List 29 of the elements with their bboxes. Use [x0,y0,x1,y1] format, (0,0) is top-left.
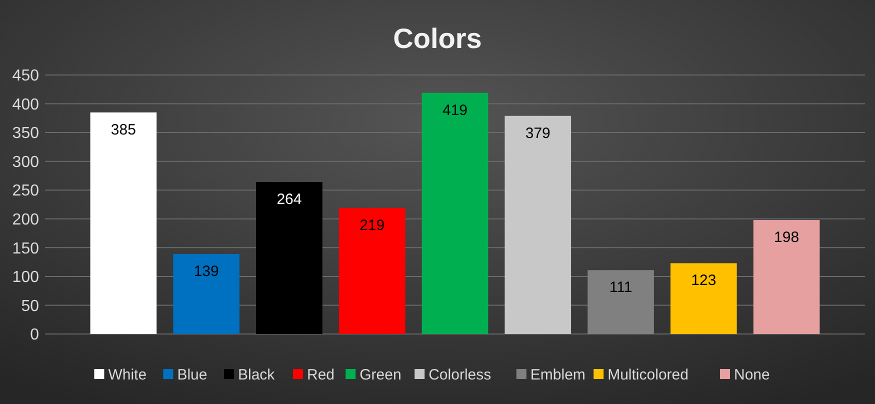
data-label: 139 [194,263,219,280]
y-tick-label: 450 [12,68,40,85]
data-label: 198 [774,229,800,246]
legend-label: Colorless [428,366,492,384]
y-tick-label: 50 [21,298,40,315]
y-tick-label: 0 [30,326,40,344]
y-tick-label: 350 [12,125,40,142]
legend-label: Emblem [530,366,586,384]
legend-label: None [734,366,770,384]
data-label: 123 [691,272,716,290]
legend-label: White [108,366,147,384]
legend-label: Red [307,366,335,384]
data-label: 264 [276,191,302,208]
data-label: 111 [609,279,632,296]
data-label: 419 [442,102,468,119]
y-tick-label: 400 [12,96,40,114]
y-tick-label: 150 [12,240,40,258]
data-label: 219 [360,216,385,234]
y-tick-label: 100 [12,269,40,286]
data-label: 385 [110,121,136,138]
legend-label: Multicolored [608,366,688,384]
data-label: 379 [525,124,550,142]
legend-label: Green [360,366,402,384]
y-tick-label: 250 [12,182,40,200]
y-tick-label: 300 [12,154,40,171]
legend-label: Blue [177,366,208,384]
chart-title: Colors [393,23,482,54]
legend-label: Black [238,366,276,384]
y-tick-label: 200 [12,211,40,228]
